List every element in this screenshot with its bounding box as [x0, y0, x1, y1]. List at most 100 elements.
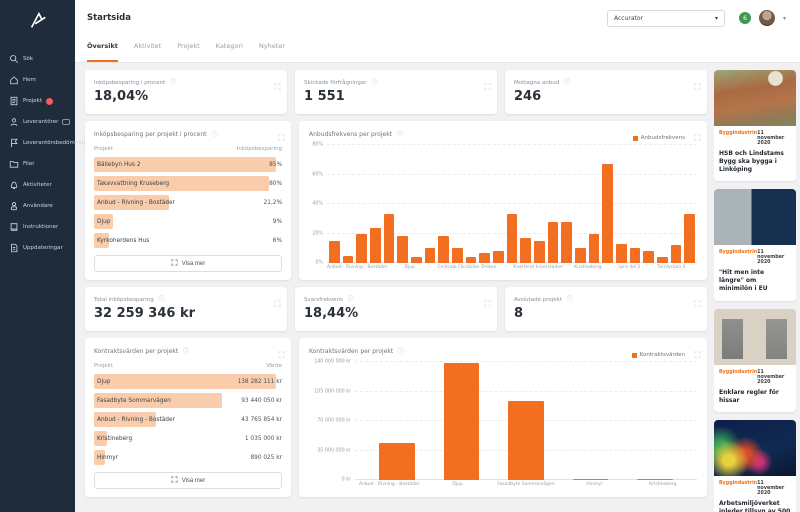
- table-row[interactable]: Kristineberg 1 035 000 kr: [94, 431, 282, 446]
- table-row[interactable]: Hinmyr 890 025 kr: [94, 450, 282, 465]
- bar: [411, 257, 422, 263]
- bar: [383, 214, 395, 263]
- tab-oversikt[interactable]: Översikt: [87, 42, 118, 62]
- table-row[interactable]: Kyrkoherdens Hus 6%: [94, 233, 282, 248]
- plot-area: 0 kr 35 000 000 kr 70 000 000 kr 105 000…: [314, 360, 697, 483]
- show-more-button[interactable]: Visa mer: [94, 255, 282, 272]
- expand-icon[interactable]: [694, 292, 701, 307]
- kpi-value: 8: [514, 306, 524, 321]
- value-bar: Takavvattning Kruseberg: [94, 176, 269, 191]
- x-axis: Anbud - Rivning - Bostäder Djup Fasadbyte …: [355, 482, 697, 491]
- tab-nyheter[interactable]: Nyheter: [258, 42, 285, 50]
- news-source: Byggindustrin: [719, 480, 758, 486]
- project-value: 80%: [269, 180, 282, 187]
- table-row[interactable]: Djup 9%: [94, 214, 282, 229]
- news-card[interactable]: Byggindustrin 11 november 2020 HSB och L…: [714, 70, 796, 182]
- kpi-label: Avslutade projekt ⓘ: [514, 296, 573, 303]
- account-select[interactable]: Accurator ▾: [606, 9, 725, 27]
- expand-icon[interactable]: [694, 126, 701, 141]
- table-row[interactable]: Bällebyn Hus 2 85%: [94, 157, 282, 172]
- value-bar: Fasadbyte Sommarvägen: [94, 393, 222, 408]
- expand-icon[interactable]: [484, 292, 491, 307]
- sidebar-item-sok[interactable]: Sök: [9, 54, 75, 64]
- info-icon[interactable]: ⓘ: [371, 79, 378, 86]
- sidebar-item-hem[interactable]: Hem: [9, 75, 75, 85]
- bar: [643, 251, 655, 263]
- bar: [465, 257, 477, 263]
- notification-badge[interactable]: 6: [738, 12, 751, 24]
- expand-icon[interactable]: [484, 75, 491, 90]
- app-logo[interactable]: [0, 0, 75, 46]
- expand-icon[interactable]: [278, 343, 285, 358]
- sidebar-item-uppdateringar[interactable]: Uppdateringar: [9, 243, 75, 253]
- news-body: Byggindustrin 11 november 2020 "Hit men …: [714, 245, 796, 300]
- tab-aktivitet[interactable]: Aktivitet: [133, 42, 162, 50]
- sidebar-item-filer[interactable]: Filer: [9, 159, 75, 169]
- tab-projekt[interactable]: Projekt: [177, 42, 200, 50]
- info-icon[interactable]: ⓘ: [398, 348, 405, 355]
- info-icon[interactable]: ⓘ: [158, 296, 165, 303]
- news-card[interactable]: Byggindustrin 11 november 2020 "Hit men …: [714, 189, 796, 301]
- sidebar-item-leverantorsbedomning[interactable]: Leverantörsbedömning: [9, 138, 87, 148]
- expand-icon[interactable]: [694, 75, 701, 90]
- kpi-card-inkopsbesparing-i-procent: Inköpsbesparing i procent ⓘ 18,04%: [85, 70, 287, 114]
- sidebar-item-leverantorer[interactable]: Leverantörer: [9, 117, 75, 127]
- sidebar-item-projekt[interactable]: Projekt: [9, 96, 75, 106]
- sidebar-nav: Sök Hem Projekt Leverantörer Leverantörs…: [0, 46, 87, 253]
- widget-title: Kontraktsvärden per projekt ⓘ: [309, 348, 405, 355]
- table-row[interactable]: Fasadbyte Sommarvägen 93 440 050 kr: [94, 393, 282, 408]
- avatar[interactable]: [758, 10, 775, 26]
- show-more-button[interactable]: Visa mer: [94, 472, 282, 489]
- bar: [588, 233, 600, 263]
- x-axis-label: Lyra del 2: [618, 265, 641, 270]
- x-axis-label: Anbud - Rivning - Bostäder: [358, 482, 420, 487]
- bar: [602, 164, 614, 263]
- kpi-value: 1 551: [304, 89, 345, 104]
- table-row[interactable]: Anbud - Rivning - Bostäder 43 765 854 kr: [94, 412, 282, 427]
- info-icon[interactable]: ⓘ: [211, 131, 218, 138]
- project-value: 9%: [272, 218, 282, 225]
- value-bar: Anbud - Rivning - Bostäder: [94, 412, 175, 427]
- table-row[interactable]: Takavvattning Kruseberg 80%: [94, 176, 282, 191]
- table-header: Projekt Värde: [94, 363, 282, 369]
- table-row[interactable]: Anbud - Rivning - Bostäder 21,2%: [94, 195, 282, 210]
- bar: [370, 227, 381, 263]
- news-image: [714, 189, 796, 246]
- news-card[interactable]: Byggindustrin 11 november 2020 Arbetsmil…: [714, 419, 796, 512]
- x-axis-label: Kristineberg: [649, 482, 677, 487]
- expand-icon[interactable]: [694, 343, 701, 358]
- y-axis-tick: 105 000 000 kr: [314, 389, 351, 394]
- chart-legend[interactable]: Anbudsfrekvens: [632, 135, 685, 141]
- bar: [520, 237, 532, 263]
- y-axis-tick: 70 000 000 kr: [317, 418, 351, 424]
- chart-legend[interactable]: Kontraktsvärden: [631, 352, 685, 358]
- bell-icon: [9, 180, 19, 190]
- info-icon[interactable]: ⓘ: [347, 296, 354, 303]
- sidebar-item-anvandare[interactable]: Användare: [9, 201, 75, 211]
- expand-icon[interactable]: [274, 75, 281, 90]
- gridline: 40%: [312, 202, 697, 207]
- table-row[interactable]: Djup 138 282 111 kr: [94, 374, 282, 389]
- bar: [329, 240, 340, 263]
- news-meta: Byggindustrin 11 november 2020: [719, 481, 791, 496]
- info-icon[interactable]: ⓘ: [566, 296, 573, 303]
- tab-kategori[interactable]: Kategori: [215, 42, 243, 50]
- chevron-down-icon[interactable]: ▾: [782, 14, 786, 22]
- news-card[interactable]: Byggindustrin 11 november 2020 Enklare r…: [714, 308, 796, 412]
- x-axis: Anbud - Rivning - Bostäder Djup Centrala F…: [327, 265, 697, 274]
- expand-icon[interactable]: [274, 292, 281, 307]
- kpi-label: Mottagna anbud ⓘ: [514, 79, 570, 86]
- kpi-card-total-inkopsbesparing: Total inköpsbesparing ⓘ 32 259 346 kr: [85, 287, 287, 331]
- kpi-value: 32 259 346 kr: [94, 306, 195, 321]
- flag-icon: [9, 138, 19, 148]
- info-icon[interactable]: ⓘ: [170, 79, 177, 86]
- sidebar-item-aktiviteter[interactable]: Aktiviteter: [9, 180, 75, 190]
- expand-icon[interactable]: [278, 126, 285, 141]
- info-icon[interactable]: ⓘ: [396, 131, 403, 138]
- sidebar-item-instruktioner[interactable]: Instruktioner: [9, 222, 75, 232]
- chart-body: 0 kr 35 000 000 kr 70 000 000 kr 105 000…: [309, 360, 697, 491]
- sidebar-item-label: Leverantörer: [23, 119, 59, 125]
- info-icon[interactable]: ⓘ: [563, 79, 570, 86]
- info-icon[interactable]: ⓘ: [183, 348, 190, 355]
